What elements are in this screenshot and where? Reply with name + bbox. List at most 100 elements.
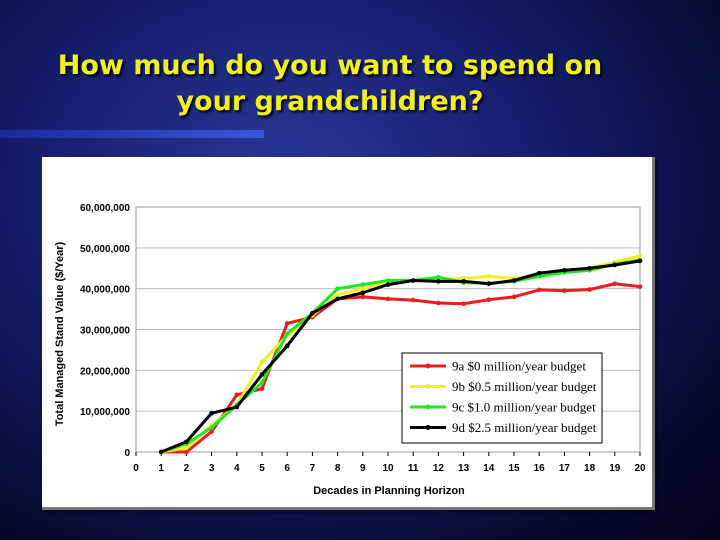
data-point bbox=[209, 410, 214, 416]
x-tick-label: 9 bbox=[360, 463, 366, 474]
data-point bbox=[637, 284, 643, 289]
data-point bbox=[511, 294, 517, 300]
data-point bbox=[587, 287, 592, 292]
x-tick-label: 13 bbox=[458, 463, 470, 474]
x-tick-label: 3 bbox=[209, 463, 215, 474]
data-point bbox=[335, 292, 340, 298]
y-axis-title: Total Managed Stand Value ($/Year) bbox=[54, 241, 66, 426]
y-tick-label: 50,000,000 bbox=[80, 244, 130, 255]
axes: 0 10,000,000 20,000,000 30,000,000 40,000,00… bbox=[80, 203, 646, 474]
slide-title-line-1: How much do you want to spend on bbox=[57, 50, 603, 81]
x-tick-label: 16 bbox=[534, 463, 546, 474]
legend-label: 9b $0.5 million/year budget bbox=[452, 379, 597, 394]
title-accent-bar bbox=[0, 130, 264, 138]
x-tick-label: 5 bbox=[259, 463, 265, 474]
legend-item: 9a $0 million/year budget bbox=[410, 359, 586, 374]
data-point bbox=[360, 294, 366, 300]
y-tick-label: 40,000,000 bbox=[80, 285, 130, 296]
x-tick-label: 8 bbox=[335, 463, 341, 474]
y-tick-label: 20,000,000 bbox=[80, 366, 130, 377]
legend-marker bbox=[425, 384, 431, 389]
x-tick-label: 20 bbox=[634, 463, 646, 474]
data-point bbox=[536, 274, 542, 279]
legend-item: 9c $1.0 million/year budget bbox=[410, 400, 596, 415]
data-point bbox=[360, 282, 366, 287]
data-point bbox=[410, 297, 416, 303]
data-point bbox=[486, 281, 492, 287]
x-tick-label: 2 bbox=[184, 463, 190, 474]
data-point bbox=[360, 286, 366, 291]
x-tick-label: 18 bbox=[584, 463, 596, 474]
data-point bbox=[410, 278, 416, 283]
chart-panel: 0 10,000,000 20,000,000 30,000,000 40,000,00… bbox=[42, 157, 655, 510]
x-tick-label: 19 bbox=[609, 463, 621, 474]
data-point bbox=[184, 449, 189, 455]
y-tick-label: 0 bbox=[124, 448, 130, 459]
series-lines bbox=[158, 253, 643, 455]
data-point bbox=[284, 321, 290, 326]
data-point bbox=[637, 258, 643, 264]
x-tick-label: 12 bbox=[433, 463, 445, 474]
legend-label: 9d $2.5 million/year budget bbox=[452, 420, 597, 435]
data-point bbox=[461, 301, 466, 307]
series-line bbox=[160, 259, 641, 454]
legend: 9a $0 million/year budget 9b $0.5 million… bbox=[401, 352, 603, 444]
legend-item: 9d $2.5 million/year budget bbox=[410, 420, 597, 435]
data-point bbox=[184, 439, 189, 445]
slide-title-line-2: your grandchildren? bbox=[176, 86, 484, 117]
x-axis-title: Decades in Planning Horizon bbox=[313, 485, 465, 497]
data-point bbox=[209, 425, 214, 430]
data-point bbox=[562, 288, 567, 294]
data-point bbox=[511, 278, 517, 283]
y-tick-label: 30,000,000 bbox=[80, 326, 130, 337]
slide-title: How much do you want to spend on your gr… bbox=[0, 48, 660, 120]
data-point bbox=[184, 445, 189, 451]
data-point bbox=[360, 290, 366, 296]
x-tick-label: 15 bbox=[508, 463, 520, 474]
data-point bbox=[536, 270, 542, 276]
data-point bbox=[486, 274, 492, 279]
data-point bbox=[385, 278, 391, 283]
data-point bbox=[209, 429, 214, 434]
data-point bbox=[234, 392, 240, 398]
line-chart: 0 10,000,000 20,000,000 30,000,000 40,000,00… bbox=[54, 203, 646, 497]
data-point bbox=[436, 279, 441, 284]
data-point bbox=[335, 296, 340, 302]
data-point bbox=[335, 286, 340, 291]
x-tick-label: 10 bbox=[382, 463, 394, 474]
legend-item: 9b $0.5 million/year budget bbox=[410, 379, 597, 394]
y-tick-label: 60,000,000 bbox=[80, 203, 130, 214]
data-point bbox=[234, 404, 240, 410]
data-point bbox=[385, 282, 391, 287]
data-point bbox=[486, 297, 492, 302]
x-tick-label: 4 bbox=[234, 463, 240, 474]
data-point bbox=[259, 386, 265, 392]
x-tick-label: 7 bbox=[310, 463, 316, 474]
x-tick-label: 11 bbox=[408, 463, 419, 474]
x-tick-label: 17 bbox=[559, 463, 571, 474]
data-point bbox=[637, 253, 643, 259]
x-tick-label: 14 bbox=[483, 463, 495, 474]
legend-marker bbox=[425, 425, 431, 430]
data-point bbox=[436, 274, 441, 280]
series-4 bbox=[158, 258, 643, 455]
data-point bbox=[158, 449, 164, 455]
data-point bbox=[259, 372, 265, 377]
data-point bbox=[310, 310, 315, 316]
legend-label: 9c $1.0 million/year budget bbox=[452, 400, 596, 415]
x-tick-label: 6 bbox=[284, 463, 290, 474]
data-point bbox=[536, 287, 542, 293]
data-point bbox=[612, 262, 618, 268]
data-point bbox=[284, 331, 290, 336]
y-tick-label: 10,000,000 bbox=[80, 407, 130, 418]
data-point bbox=[461, 279, 466, 284]
data-point bbox=[587, 265, 592, 271]
legend-marker bbox=[425, 363, 431, 369]
x-tick-label: 1 bbox=[158, 463, 164, 474]
legend-marker bbox=[425, 404, 431, 410]
series-line bbox=[161, 282, 641, 454]
legend-label: 9a $0 million/year budget bbox=[452, 359, 586, 374]
data-point bbox=[612, 281, 618, 287]
data-point bbox=[385, 296, 391, 302]
data-point bbox=[436, 300, 441, 306]
